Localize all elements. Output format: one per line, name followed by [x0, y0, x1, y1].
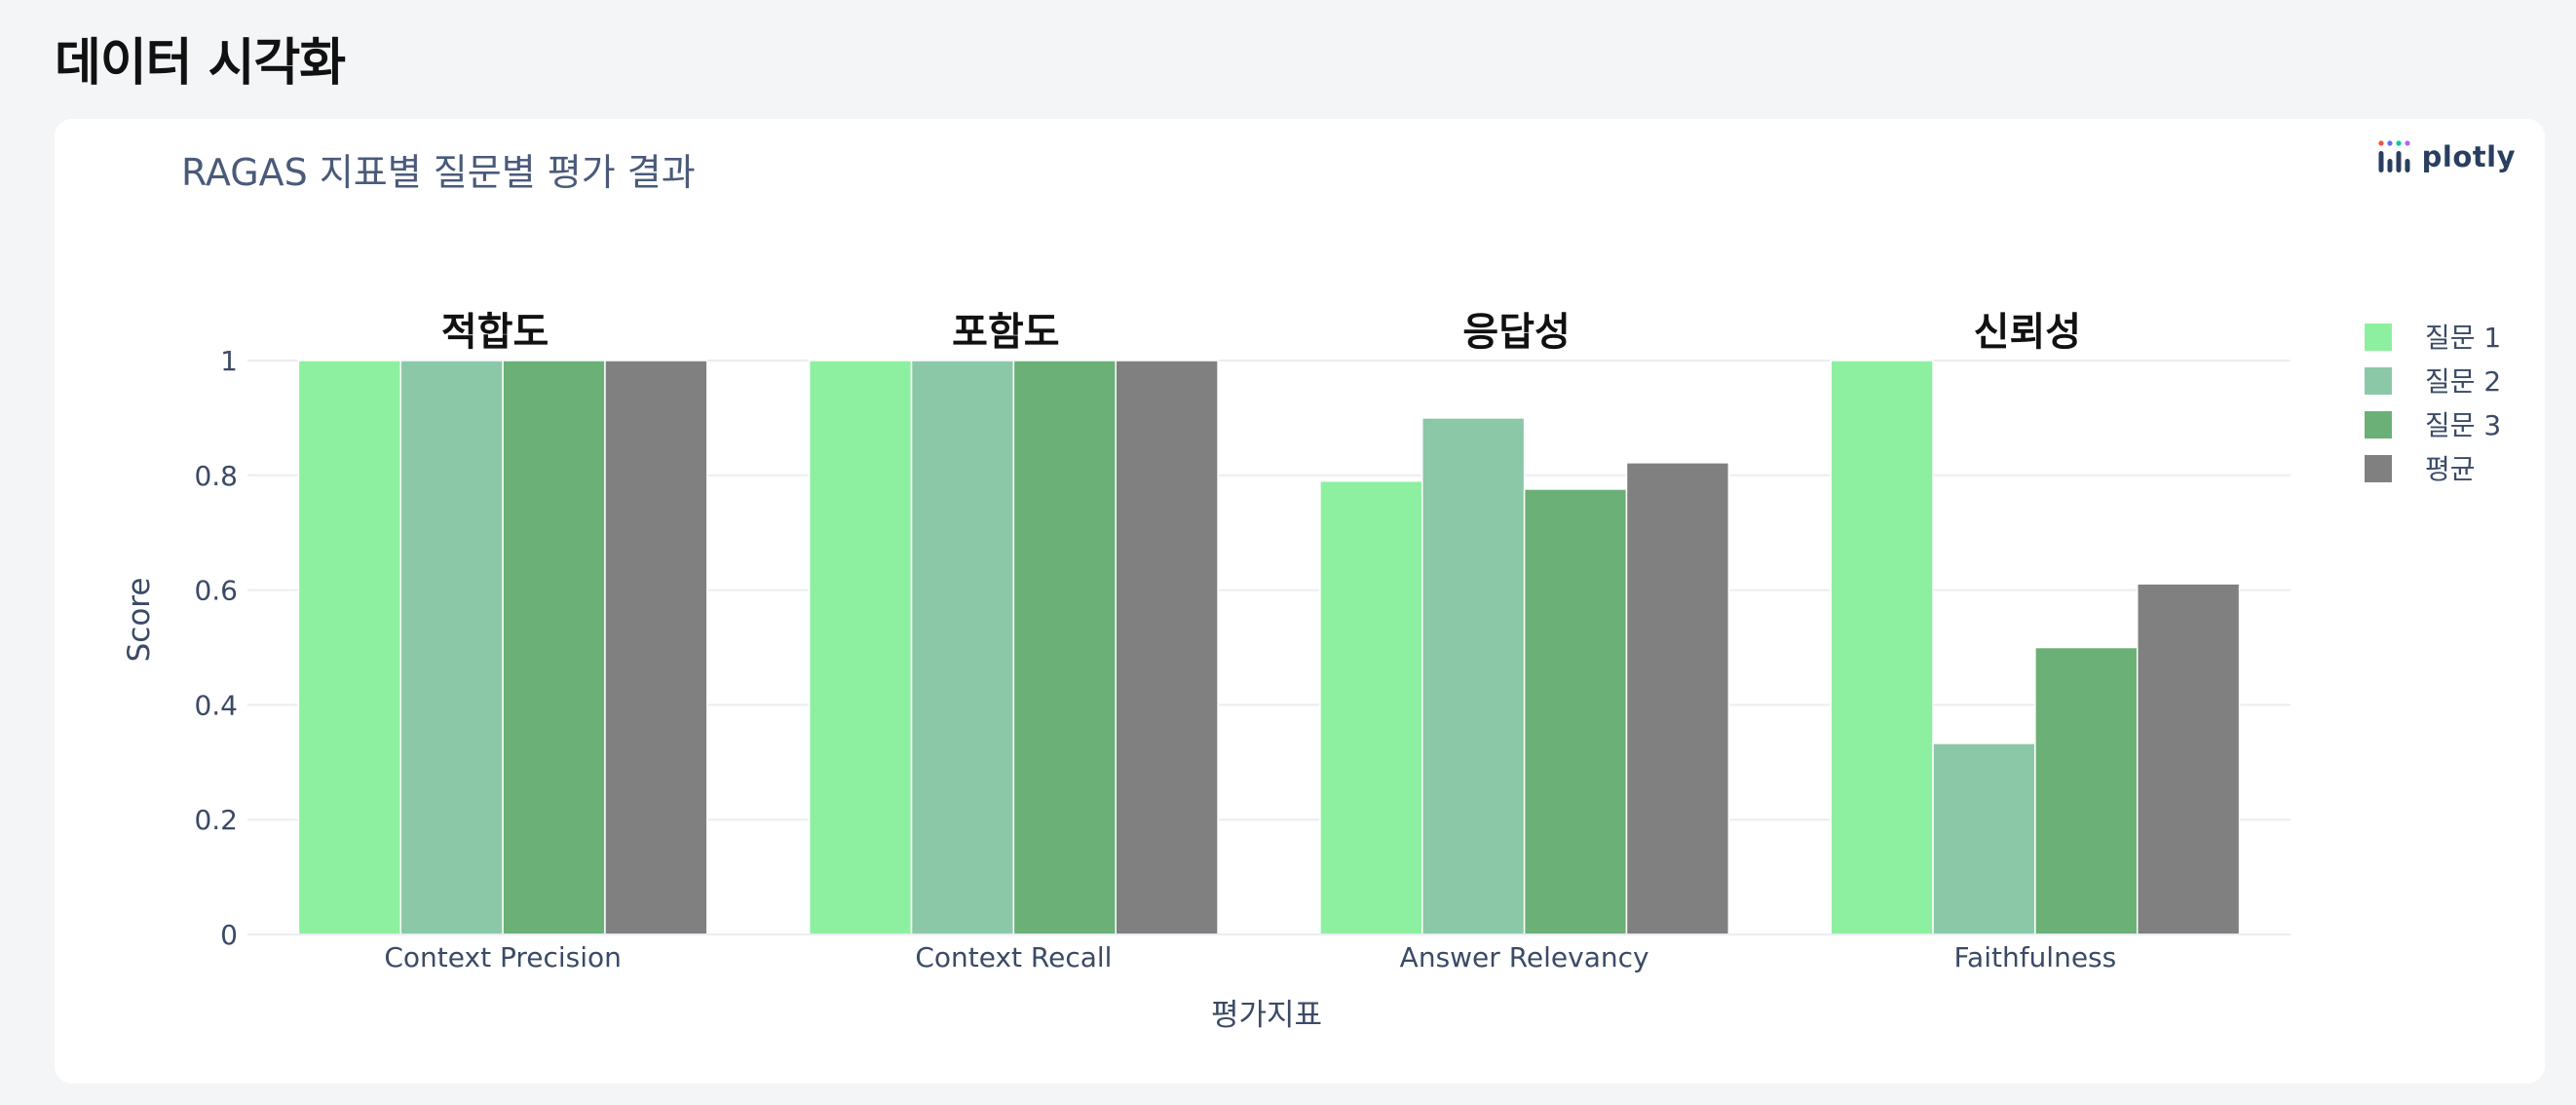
- chart-card: plotly: [55, 119, 2545, 1084]
- legend-swatch: [2365, 324, 2392, 351]
- legend-label: 평균: [2425, 453, 2476, 485]
- legend-label: 질문 3: [2425, 409, 2501, 441]
- legend-item-4[interactable]: 평균: [2365, 453, 2476, 485]
- page-heading: 데이터 시각화: [55, 34, 346, 93]
- legend-label: 질문 2: [2425, 365, 2501, 398]
- plotly-label: plotly: [2421, 140, 2516, 173]
- plotly-logo-icon: [2378, 140, 2410, 172]
- legend-swatch: [2365, 411, 2392, 438]
- legend-item-1[interactable]: 질문 1: [2365, 322, 2501, 354]
- legend-item-2[interactable]: 질문 2: [2365, 365, 2501, 398]
- legend-item-3[interactable]: 질문 3: [2365, 409, 2501, 441]
- legend-swatch: [2365, 455, 2392, 482]
- legend-swatch: [2365, 367, 2392, 395]
- plotly-modebar[interactable]: plotly: [2375, 134, 2516, 179]
- legend-label: 질문 1: [2425, 322, 2501, 354]
